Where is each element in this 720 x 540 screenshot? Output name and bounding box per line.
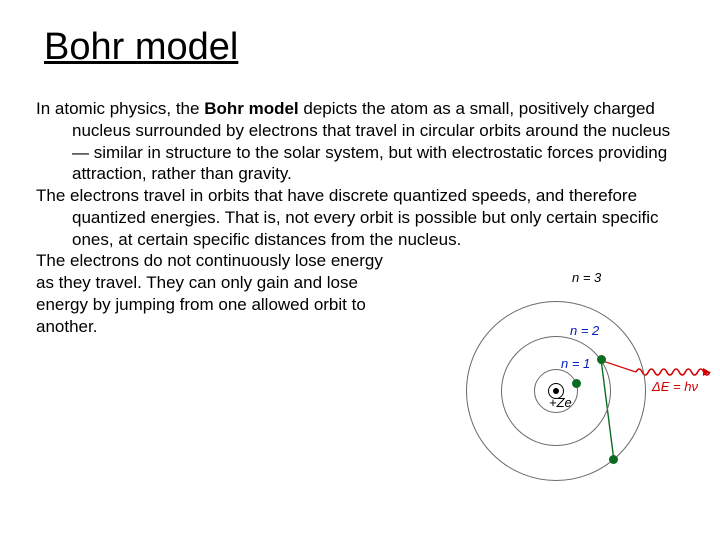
- paragraph-3: The electrons do not continuously lose e…: [36, 250, 684, 272]
- p1-pre: In atomic physics, the: [36, 99, 204, 118]
- electron-2: [597, 355, 606, 364]
- label-de: ΔE = hν: [652, 379, 698, 394]
- page-title: Bohr model: [44, 26, 238, 69]
- bohr-diagram: n = 3 n = 2 n = 1 +Ze ΔE = hν: [458, 273, 712, 493]
- paragraph-1: In atomic physics, the Bohr model depict…: [36, 98, 684, 185]
- p1-bold: Bohr model: [204, 99, 298, 118]
- photon-wave: [636, 369, 710, 375]
- nucleus: [553, 388, 559, 394]
- label-n3: n = 3: [572, 270, 601, 285]
- paragraph-2: The electrons travel in orbits that have…: [36, 185, 684, 250]
